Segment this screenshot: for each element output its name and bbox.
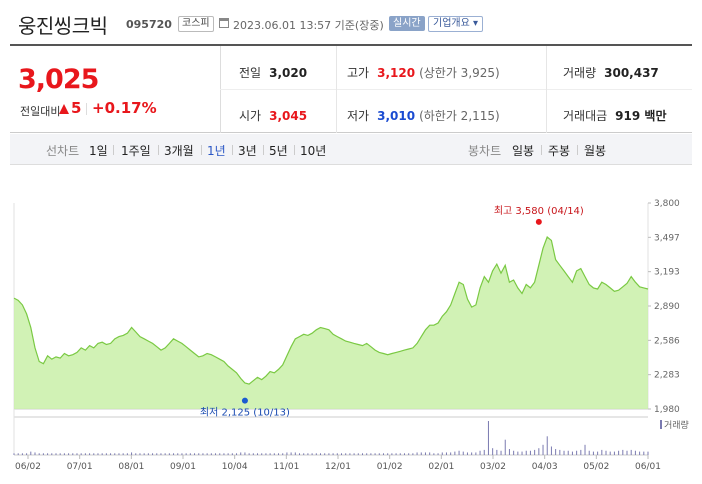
volume-value: 300,437: [604, 66, 659, 80]
y-tick-label: 3,800: [654, 199, 680, 209]
open-label: 시가: [239, 109, 262, 123]
low-value: 3,010: [377, 109, 416, 123]
price-line: [13, 236, 649, 385]
period-3m[interactable]: 3개월: [164, 144, 194, 158]
line-chart-label: 선차트: [46, 144, 80, 158]
candle-divider: [577, 145, 578, 155]
high-label: 고가: [347, 66, 370, 80]
calendar-icon: [219, 18, 229, 28]
price-chart-svg: 3,800 3,497 3,193 2,890 2,586 2,283 1,980 06/02…: [13, 199, 689, 472]
price-summary: 3,025 전일대비 5 +0.17% 전일 3,020 고가 3,120 (상한가 …: [10, 44, 692, 133]
y-tick-label: 3,193: [654, 268, 680, 278]
period-1w[interactable]: 1주일: [121, 144, 151, 158]
price-chart[interactable]: 3,800 3,497 3,193 2,890 2,586 2,283 1,980 06/02…: [0, 185, 702, 484]
upper-limit: (상한가 3,925): [419, 66, 500, 80]
day-low: 저가 3,010 (하한가 2,115): [347, 107, 500, 124]
stock-code: 095720: [126, 18, 172, 31]
change-amount: 5: [71, 99, 82, 117]
day-high: 고가 3,120 (상한가 3,925): [347, 64, 500, 81]
turnover-label: 거래대금: [563, 109, 608, 123]
change-percent: +0.17%: [92, 99, 157, 117]
period-5y[interactable]: 5년: [269, 144, 288, 158]
period-10y[interactable]: 10년: [300, 144, 327, 158]
x-tick-label: 10/04: [222, 462, 248, 472]
y-tick-label: 2,586: [654, 336, 680, 346]
lower-limit: (하한가 2,115): [419, 109, 500, 123]
volume-legend-icon: [660, 420, 662, 429]
candle-monthly[interactable]: 월봉: [584, 144, 607, 158]
current-price: 3,025: [18, 64, 99, 95]
turnover-value: 919 백만: [615, 109, 667, 123]
y-tick-label: 2,283: [654, 371, 680, 381]
period-divider: [113, 145, 114, 155]
volume-label: 거래량: [563, 66, 597, 80]
y-tick-label: 3,497: [654, 233, 680, 243]
period-divider: [263, 145, 264, 155]
x-tick-label: 09/01: [170, 462, 196, 472]
realtime-button[interactable]: 실시간: [389, 16, 425, 31]
turnover: 거래대금 919 백만: [563, 107, 666, 124]
candle-chart-label: 봉차트: [468, 144, 502, 158]
period-divider: [232, 145, 233, 155]
row-divider: [220, 89, 692, 90]
col-divider: [546, 46, 547, 133]
change-divider: [86, 103, 87, 115]
high-marker: [535, 218, 542, 225]
volume-label: 거래량: [664, 419, 689, 431]
stock-header: 웅진씽크빅 095720 코스피 2023.06.01 13:57 기준(장중)…: [0, 0, 702, 44]
candle-weekly[interactable]: 주봉: [548, 144, 571, 158]
x-tick-label: 06/02: [15, 462, 41, 472]
current-price-box: 3,025 전일대비 5 +0.17%: [10, 46, 221, 133]
company-info-dropdown[interactable]: 기업개요 ▾: [428, 16, 483, 32]
high-annotation: 최고 3,580 (04/14): [494, 205, 584, 217]
period-1y[interactable]: 1년: [207, 144, 226, 158]
up-arrow-icon: [59, 104, 69, 114]
open-value: 3,045: [269, 109, 308, 123]
x-tick-label: 07/01: [67, 462, 93, 472]
x-tick-label: 03/02: [480, 462, 506, 472]
market-badge: 코스피: [178, 16, 214, 32]
candle-daily[interactable]: 일봉: [512, 144, 535, 158]
price-area: [14, 237, 648, 409]
x-tick-label: 04/03: [532, 462, 558, 472]
low-annotation: 최저 2,125 (10/13): [200, 407, 290, 419]
period-divider: [158, 145, 159, 155]
stock-name: 웅진씽크빅: [18, 14, 108, 38]
y-tick-label: 1,980: [654, 405, 680, 415]
col-divider: [336, 46, 337, 133]
chart-toolbar: 선차트 1일 1주일 3개월 1년 3년 5년 10년 봉차트 일봉 주봉 월봉: [10, 134, 692, 165]
x-tick-label: 11/01: [273, 462, 299, 472]
x-tick-label: 01/02: [377, 462, 403, 472]
period-1d[interactable]: 1일: [89, 144, 108, 158]
high-value: 3,120: [377, 66, 416, 80]
candle-divider: [541, 145, 542, 155]
period-3y[interactable]: 3년: [238, 144, 257, 158]
prev-compare-label: 전일대비: [20, 105, 61, 118]
open-price: 시가 3,045: [239, 107, 307, 124]
x-tick-label: 02/01: [428, 462, 454, 472]
prev-close: 전일 3,020: [239, 64, 307, 81]
period-divider: [294, 145, 295, 155]
quote-datetime: 2023.06.01 13:57 기준(장중): [233, 19, 384, 32]
period-divider: [201, 145, 202, 155]
prev-close-label: 전일: [239, 66, 262, 80]
x-tick-label: 08/01: [118, 462, 144, 472]
x-tick-label: 05/02: [583, 462, 609, 472]
volume: 거래량 300,437: [563, 64, 659, 81]
prev-close-value: 3,020: [269, 66, 308, 80]
x-tick-label: 06/01: [635, 462, 661, 472]
y-tick-label: 2,890: [654, 302, 680, 312]
low-marker: [241, 397, 248, 404]
low-label: 저가: [347, 109, 370, 123]
x-tick-label: 12/01: [325, 462, 351, 472]
